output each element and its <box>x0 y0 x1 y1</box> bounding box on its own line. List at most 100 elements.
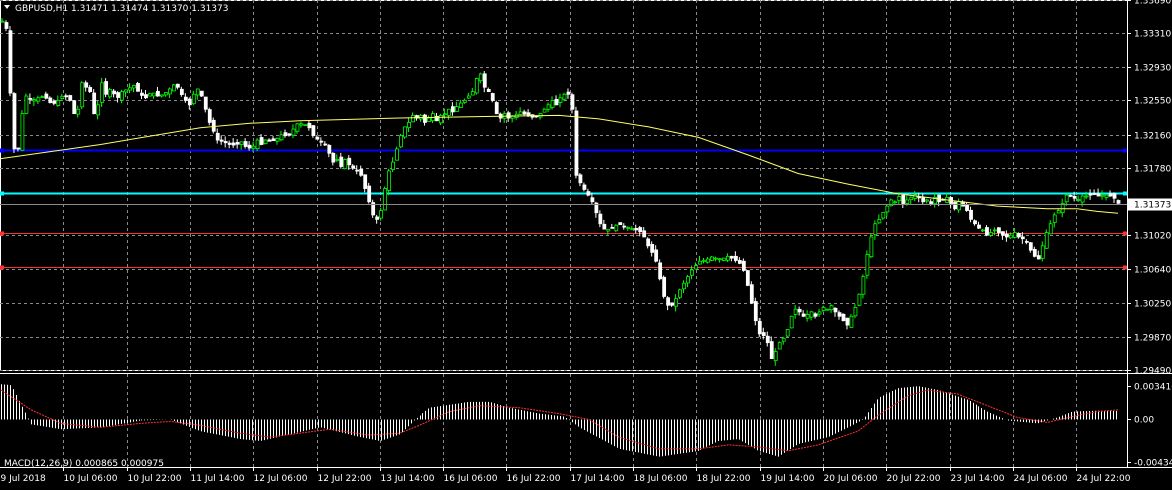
level-handle[interactable] <box>0 231 4 236</box>
level-handle[interactable] <box>0 191 4 196</box>
candle-body <box>1032 248 1037 257</box>
candle-body <box>486 88 491 93</box>
candle-body <box>411 115 415 123</box>
candle-body <box>347 157 352 166</box>
candle-body <box>969 209 973 220</box>
macd-tick-label: 0.00 <box>1134 416 1154 426</box>
candle-body <box>20 113 25 151</box>
candle-body <box>32 99 37 102</box>
candle-body <box>44 93 49 99</box>
candle-body <box>973 220 977 225</box>
time-tick-label: 24 Jul 22:00 <box>1077 474 1131 484</box>
candle-body <box>439 115 443 124</box>
candle-body <box>375 216 380 220</box>
price-tick-label: 1.29490 <box>1134 367 1171 377</box>
candle-body <box>160 94 164 97</box>
candle-body <box>857 293 862 306</box>
level-handle[interactable] <box>0 265 4 270</box>
level-handle[interactable] <box>1123 191 1127 196</box>
time-tick-label: 12 Jul 22:00 <box>318 474 372 484</box>
candle-body <box>777 342 782 350</box>
candle-body <box>279 134 284 141</box>
candle-body <box>642 230 647 238</box>
candle-body <box>203 96 208 110</box>
candle-body <box>259 137 264 145</box>
candle-body <box>865 254 870 276</box>
candle-body <box>977 224 981 229</box>
candle-body <box>582 184 587 190</box>
candle-body <box>12 93 17 150</box>
candle-body <box>933 196 938 205</box>
candle-body <box>686 276 690 284</box>
price-tick-label: 1.33310 <box>1134 30 1171 40</box>
level-handle[interactable] <box>1123 265 1127 270</box>
candle-body <box>566 91 571 95</box>
candle-body <box>108 89 113 98</box>
candle-body <box>1052 214 1057 223</box>
level-handle[interactable] <box>1123 148 1127 153</box>
price-tick-label: 1.31020 <box>1134 232 1171 242</box>
macd-panel[interactable] <box>0 373 1172 468</box>
price-axis: 1.33690 1.33310 1.32930 1.32550 1.32160 1.317… <box>1127 0 1172 469</box>
candle-body <box>622 225 627 228</box>
candle-body <box>1080 195 1085 203</box>
candle-body <box>36 97 41 102</box>
candle-body <box>662 276 667 297</box>
candle-body <box>602 223 607 230</box>
candle-body <box>136 82 140 92</box>
time-tick-label: 16 Jul 06:00 <box>444 474 498 484</box>
candle-body <box>797 308 802 313</box>
candle-body <box>729 255 734 259</box>
candle-body <box>626 227 631 229</box>
candle-body <box>319 140 324 143</box>
candle-body <box>171 84 176 92</box>
candle-body <box>845 317 850 326</box>
candle-body <box>1072 196 1077 199</box>
price-panel[interactable] <box>0 0 1128 371</box>
current-price-tag <box>1128 198 1172 211</box>
candle-body <box>207 109 212 123</box>
time-tick-label: 12 Jul 06:00 <box>254 474 308 484</box>
time-tick-label: 19 Jul 14:00 <box>761 474 815 484</box>
candle-body <box>191 93 196 105</box>
candle-body <box>618 222 623 226</box>
time-tick-label: 10 Jul 06:00 <box>64 474 118 484</box>
candle-body <box>152 92 156 97</box>
dropdown-triangle-icon[interactable] <box>4 5 10 9</box>
candle-body <box>399 135 403 148</box>
candle-body <box>84 82 89 88</box>
candle-body <box>1024 240 1029 243</box>
candle-body <box>144 94 148 99</box>
level-handle[interactable] <box>0 148 4 153</box>
candle-body <box>1068 194 1073 197</box>
candle-body <box>68 95 73 101</box>
candle-body <box>407 122 411 129</box>
price-tick-label: 1.33690 <box>1134 0 1171 7</box>
time-tick-label: 20 Jul 06:00 <box>824 474 878 484</box>
candle-body <box>550 100 555 108</box>
candle-body <box>231 142 236 146</box>
candle-body <box>427 117 431 123</box>
candle-body <box>482 73 487 88</box>
candle-body <box>773 351 778 362</box>
time-tick-label: 24 Jul 06:00 <box>1014 474 1068 484</box>
candle-body <box>897 196 902 202</box>
candle-body <box>0 20 5 23</box>
level-handle[interactable] <box>1123 231 1127 236</box>
candle-body <box>1040 245 1045 259</box>
candle-body <box>4 22 9 29</box>
candle-body <box>355 169 360 172</box>
candle-body <box>435 115 439 122</box>
candle-body <box>761 332 766 337</box>
candle-body <box>1008 234 1013 239</box>
candle-body <box>718 258 722 261</box>
candle-body <box>327 144 332 154</box>
candle-body <box>981 229 985 232</box>
price-tick-label: 1.32930 <box>1134 64 1171 74</box>
time-tick-label: 20 Jul 22:00 <box>887 474 941 484</box>
candle-body <box>953 201 957 210</box>
candle-body <box>1096 193 1101 197</box>
candle-body <box>243 141 248 147</box>
candle-body <box>478 73 483 82</box>
